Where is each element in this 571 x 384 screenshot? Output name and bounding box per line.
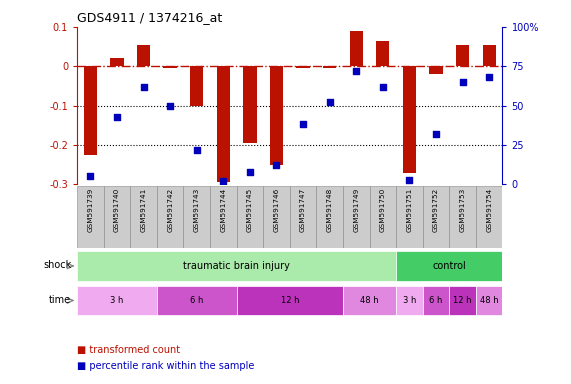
Text: GSM591740: GSM591740 [114, 188, 120, 232]
Bar [403, 66, 416, 172]
Point [325, 99, 334, 106]
Bar [77, 251, 396, 281]
Text: GSM591748: GSM591748 [327, 188, 333, 232]
Bar [423, 286, 449, 315]
Text: GSM591749: GSM591749 [353, 188, 359, 232]
Bar [396, 286, 423, 315]
Bar [476, 286, 502, 315]
Bar [157, 286, 236, 315]
Text: 48 h: 48 h [360, 296, 379, 305]
Bar [236, 286, 343, 315]
Text: ■ transformed count: ■ transformed count [77, 345, 180, 355]
Bar [183, 186, 210, 248]
Bar [110, 58, 123, 66]
Text: 3 h: 3 h [403, 296, 416, 305]
Point [192, 147, 202, 153]
Bar [130, 186, 157, 248]
Point [458, 79, 467, 85]
Bar [449, 286, 476, 315]
Bar [376, 41, 389, 66]
Bar [236, 186, 263, 248]
Bar [456, 45, 469, 66]
Text: control: control [432, 261, 466, 271]
Text: GSM591742: GSM591742 [167, 188, 173, 232]
Bar [77, 286, 157, 315]
Point [405, 177, 414, 183]
Bar [190, 66, 203, 106]
Text: 6 h: 6 h [429, 296, 443, 305]
Bar [396, 186, 423, 248]
Bar [263, 186, 290, 248]
Bar [210, 186, 236, 248]
Bar [323, 66, 336, 68]
Bar [369, 186, 396, 248]
Text: GSM591750: GSM591750 [380, 188, 386, 232]
Text: GSM591753: GSM591753 [460, 188, 465, 232]
Point [246, 169, 255, 175]
Bar [137, 45, 150, 66]
Text: 3 h: 3 h [110, 296, 124, 305]
Point [139, 84, 148, 90]
Bar [476, 186, 502, 248]
Point [219, 178, 228, 184]
Bar [343, 186, 369, 248]
Bar [84, 66, 97, 155]
Bar [482, 45, 496, 66]
Bar [289, 186, 316, 248]
Bar [296, 66, 309, 68]
Text: traumatic brain injury: traumatic brain injury [183, 261, 290, 271]
Point [112, 114, 122, 120]
Point [86, 174, 95, 180]
Text: ■ percentile rank within the sample: ■ percentile rank within the sample [77, 361, 255, 371]
Bar [429, 66, 443, 74]
Text: GSM591752: GSM591752 [433, 188, 439, 232]
Text: GSM591745: GSM591745 [247, 188, 253, 232]
Bar [423, 186, 449, 248]
Bar [343, 286, 396, 315]
Text: shock: shock [43, 260, 71, 270]
Text: 6 h: 6 h [190, 296, 203, 305]
Bar [396, 251, 502, 281]
Text: GSM591743: GSM591743 [194, 188, 200, 232]
Text: GSM591754: GSM591754 [486, 188, 492, 232]
Text: GSM591746: GSM591746 [274, 188, 279, 232]
Bar [449, 186, 476, 248]
Text: GSM591747: GSM591747 [300, 188, 306, 232]
Bar [349, 31, 363, 66]
Text: time: time [49, 295, 71, 305]
Bar [270, 66, 283, 165]
Point [166, 103, 175, 109]
Text: GSM591739: GSM591739 [87, 188, 94, 232]
Text: GSM591751: GSM591751 [407, 188, 412, 232]
Bar [243, 66, 256, 143]
Text: 48 h: 48 h [480, 296, 498, 305]
Point [485, 74, 494, 80]
Point [299, 121, 308, 127]
Text: GSM591744: GSM591744 [220, 188, 226, 232]
Text: GSM591741: GSM591741 [140, 188, 147, 232]
Text: 12 h: 12 h [453, 296, 472, 305]
Point [378, 84, 387, 90]
Bar [77, 186, 104, 248]
Bar [316, 186, 343, 248]
Bar [216, 66, 230, 182]
Text: 12 h: 12 h [280, 296, 299, 305]
Bar [157, 186, 183, 248]
Point [352, 68, 361, 74]
Point [272, 162, 281, 169]
Bar [104, 186, 130, 248]
Text: GDS4911 / 1374216_at: GDS4911 / 1374216_at [77, 11, 222, 24]
Point [432, 131, 441, 137]
Bar [163, 66, 177, 68]
